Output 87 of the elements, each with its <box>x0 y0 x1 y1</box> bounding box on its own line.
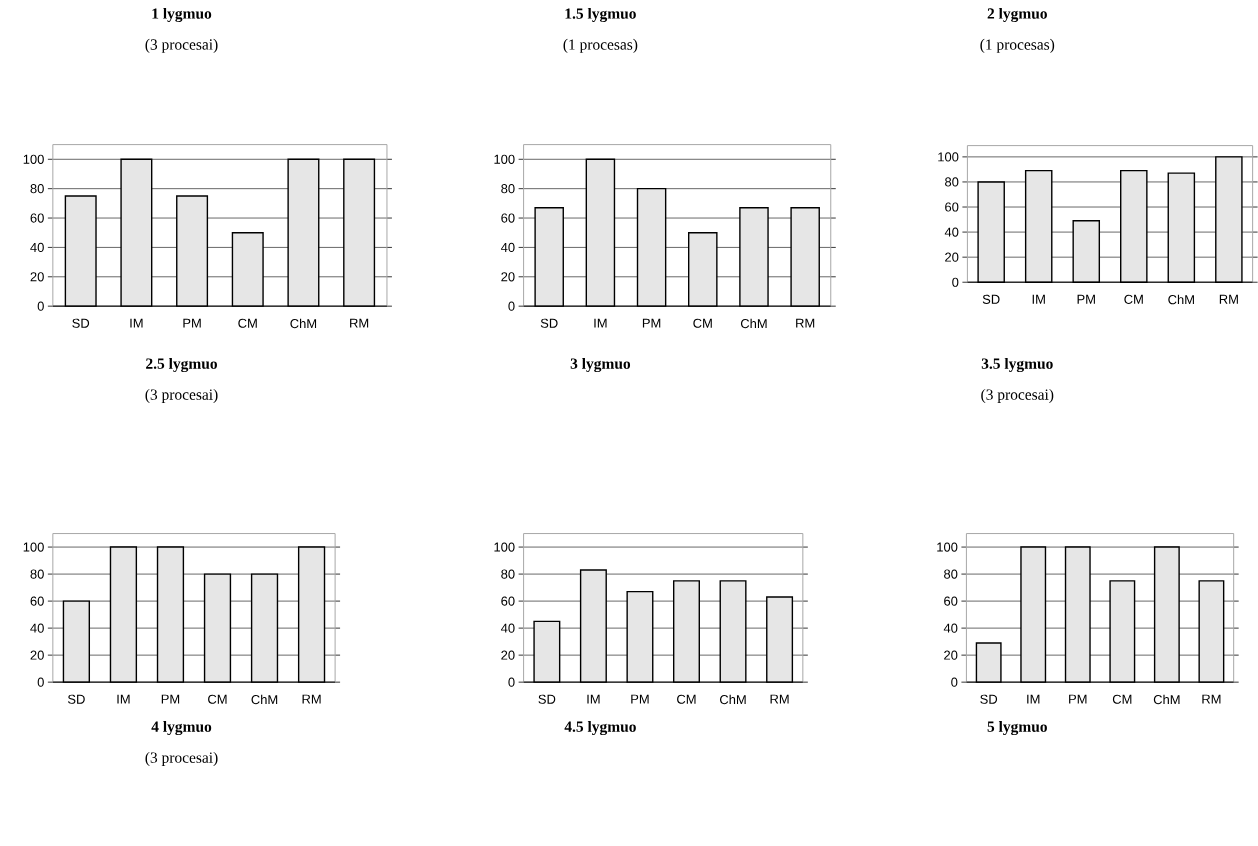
y-tick-label: 0 <box>508 677 515 687</box>
y-tick-label: 100 <box>938 152 959 162</box>
x-tick-label: ChM <box>290 318 317 329</box>
chart-title: 2 lygmuo <box>987 8 1047 23</box>
x-tick-label: PM <box>1069 694 1087 704</box>
x-tick-label: CM <box>1112 694 1132 704</box>
y-tick-label: 0 <box>952 277 959 287</box>
y-tick-label: 80 <box>501 184 515 194</box>
y-tick-label: 20 <box>945 252 959 262</box>
chart-title: 2.5 lygmuo <box>146 358 217 373</box>
x-tick-label: SD <box>72 318 90 328</box>
y-tick-label: 60 <box>944 596 958 606</box>
y-tick-label: 80 <box>30 569 44 579</box>
x-tick-label: IM <box>1032 294 1045 304</box>
y-tick-label: 40 <box>500 242 515 253</box>
y-tick-label: 100 <box>937 542 958 552</box>
y-tick-label: 60 <box>945 202 959 212</box>
x-tick-label: RM <box>1219 294 1238 304</box>
y-tick-label: 80 <box>30 184 44 194</box>
x-tick-label: IM <box>117 694 130 704</box>
y-tick-label: 0 <box>508 301 515 311</box>
x-tick-label: PM <box>642 318 661 328</box>
x-tick-label: CM <box>208 694 227 704</box>
chart-subtitle: (1 procesas) <box>563 39 638 54</box>
x-tick-label: SD <box>538 694 556 704</box>
x-tick-label: ChM <box>740 318 767 329</box>
y-tick-label: 100 <box>23 542 44 552</box>
x-tick-label: SD <box>540 318 558 328</box>
y-tick-label: 60 <box>30 213 44 223</box>
x-tick-label: RM <box>770 694 789 704</box>
y-tick-label: 60 <box>30 596 44 606</box>
y-tick-label: 40 <box>30 623 44 633</box>
x-tick-label: PM <box>631 694 649 704</box>
x-tick-label: IM <box>594 318 607 328</box>
y-tick-label: 20 <box>944 650 958 660</box>
x-tick-label: SD <box>980 694 998 704</box>
y-tick-label: 100 <box>494 154 515 165</box>
text: 5 lygmuo <box>987 721 1047 736</box>
x-tick-label: RM <box>302 694 321 704</box>
y-tick-label: 80 <box>944 569 958 579</box>
y-tick-label: 20 <box>501 650 515 660</box>
y-tick-label: 20 <box>30 650 44 660</box>
x-tick-label: SD <box>982 294 1000 305</box>
y-tick-label: 0 <box>37 677 44 687</box>
chart-subtitle: (3 procesai) <box>981 389 1054 404</box>
chart-title: 3 lygmuo <box>570 358 631 373</box>
y-tick-label: 0 <box>37 301 44 311</box>
x-tick-label: RM <box>796 318 815 328</box>
x-tick-label: PM <box>183 318 201 328</box>
chart-subtitle: (3 procesai) <box>145 39 218 54</box>
y-tick-label: 40 <box>944 227 959 237</box>
x-tick-label: ChM <box>720 694 746 705</box>
x-tick-label: ChM <box>251 694 278 705</box>
y-tick-label: 80 <box>501 569 515 579</box>
x-tick-label: CM <box>1124 294 1143 305</box>
x-tick-label: PM <box>1077 294 1095 304</box>
y-tick-label: 100 <box>23 154 44 165</box>
x-tick-label: PM <box>161 694 180 704</box>
chart-subtitle: (1 procesas) <box>980 39 1055 54</box>
chart-subtitle: (3 procesai) <box>145 389 218 404</box>
y-tick-label: 20 <box>30 272 44 282</box>
x-tick-label: RM <box>350 318 369 328</box>
chart-title: 1 lygmuo <box>152 8 212 23</box>
y-tick-label: 60 <box>501 213 515 223</box>
x-tick-label: CM <box>238 318 257 328</box>
y-tick-label: 40 <box>500 623 515 633</box>
x-tick-label: CM <box>693 318 712 328</box>
chart-title: 1.5 lygmuo <box>565 8 636 23</box>
text: 4 lygmuo <box>151 721 212 736</box>
text: 4.5 lygmuo <box>564 721 636 736</box>
y-tick-label: 40 <box>943 623 958 633</box>
y-tick-label: 80 <box>945 177 959 187</box>
text: (3 procesai) <box>145 752 218 767</box>
chart-title: 3.5 lygmuo <box>981 358 1053 373</box>
x-tick-label: CM <box>677 694 696 704</box>
x-tick-label: ChM <box>1153 694 1180 705</box>
y-tick-label: 60 <box>501 596 515 606</box>
x-tick-label: RM <box>1202 694 1221 704</box>
y-tick-label: 40 <box>30 242 44 253</box>
x-tick-label: IM <box>130 318 143 328</box>
x-tick-label: IM <box>1027 694 1040 704</box>
y-tick-label: 0 <box>951 677 958 687</box>
y-tick-label: 20 <box>501 272 515 282</box>
x-tick-label: ChM <box>1168 294 1194 305</box>
x-tick-label: SD <box>67 694 85 704</box>
y-tick-label: 100 <box>494 542 515 552</box>
x-tick-label: IM <box>587 694 600 704</box>
